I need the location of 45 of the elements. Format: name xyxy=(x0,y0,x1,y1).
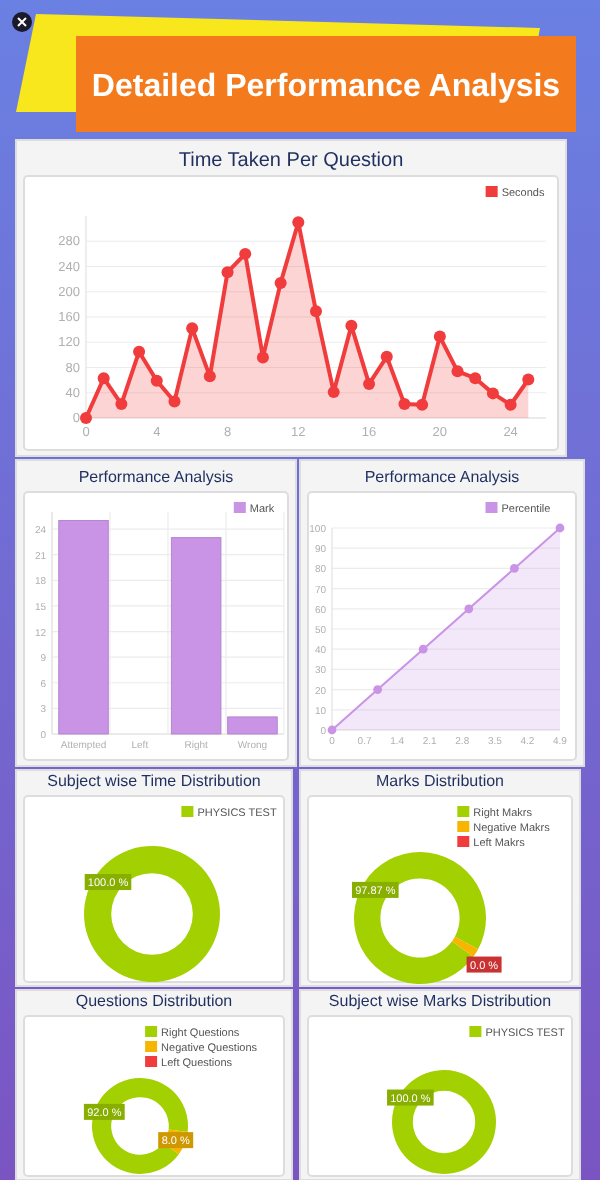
point xyxy=(168,395,181,408)
point xyxy=(327,725,337,735)
point xyxy=(274,276,287,289)
chart-title: Subject wise Marks Distribution xyxy=(328,992,552,1010)
point xyxy=(239,247,252,260)
point xyxy=(373,685,382,694)
point xyxy=(292,216,305,229)
point xyxy=(451,365,464,378)
point xyxy=(310,305,322,318)
bar xyxy=(58,520,109,735)
point xyxy=(221,266,234,279)
point xyxy=(203,370,216,383)
point xyxy=(186,322,199,335)
point xyxy=(345,319,358,332)
point xyxy=(327,386,340,399)
chart-title: Questions Distribution xyxy=(75,992,233,1010)
chart-title: Performance Analysis xyxy=(364,468,520,486)
donut-slice xyxy=(354,852,486,984)
point xyxy=(433,330,446,343)
point xyxy=(486,387,499,400)
point xyxy=(418,644,428,654)
point xyxy=(380,350,393,363)
point xyxy=(416,398,429,411)
point xyxy=(522,373,535,386)
point xyxy=(150,374,163,387)
chart-title: Subject wise Time Distribution xyxy=(47,772,261,790)
point xyxy=(469,372,482,385)
point xyxy=(133,345,146,358)
point xyxy=(256,351,269,364)
point xyxy=(97,372,110,385)
point xyxy=(555,523,565,533)
chart-title: Marks Distribution xyxy=(375,772,505,790)
point xyxy=(464,604,474,614)
point xyxy=(398,398,411,411)
point xyxy=(115,398,128,411)
bar xyxy=(227,716,278,735)
chart-title: Time Taken Per Question xyxy=(178,150,404,172)
donut-slice xyxy=(452,936,479,957)
point xyxy=(363,377,376,390)
point xyxy=(510,564,519,573)
bar xyxy=(170,537,222,735)
text: Detailed Performance Analysis xyxy=(91,70,561,104)
point xyxy=(80,412,92,424)
chart-title: Performance Analysis xyxy=(78,468,234,486)
point xyxy=(504,398,517,411)
